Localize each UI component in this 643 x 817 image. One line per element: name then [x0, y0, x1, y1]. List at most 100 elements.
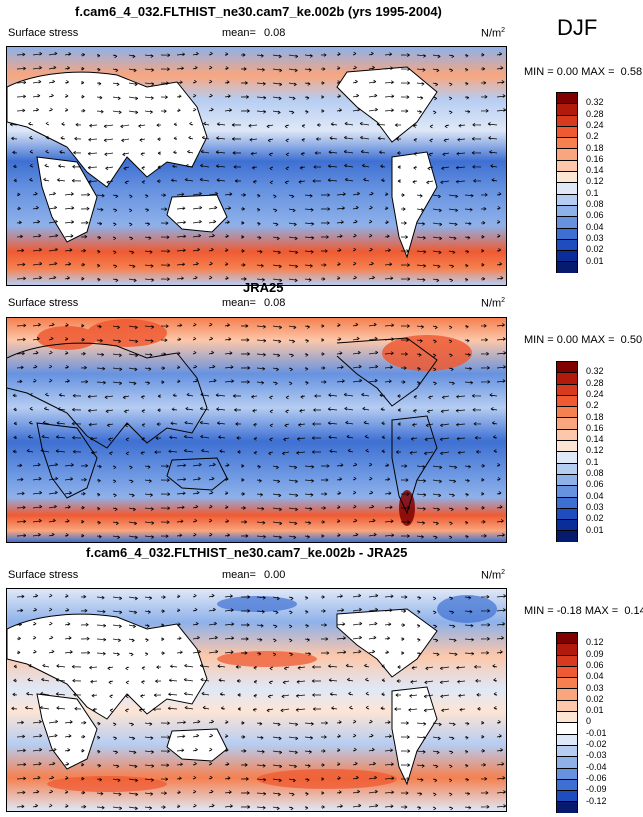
stress-vector	[157, 151, 162, 155]
stress-vector	[384, 491, 392, 495]
stress-vector	[491, 178, 498, 182]
stress-vector	[89, 436, 98, 441]
colorbar-level-label: 0.28	[586, 377, 604, 388]
stress-vector	[368, 378, 378, 383]
stress-vector	[112, 68, 119, 73]
stress-vector	[400, 735, 410, 739]
stress-vector	[32, 364, 38, 369]
stress-vector	[160, 67, 170, 71]
stress-vector	[432, 339, 437, 344]
stress-vector	[139, 708, 146, 712]
stress-vector	[160, 207, 168, 211]
stress-vector	[176, 80, 183, 85]
stress-vector	[240, 380, 250, 384]
stress-vector	[48, 518, 56, 523]
stress-vector	[352, 635, 362, 640]
stress-vector	[352, 233, 357, 238]
stress-vector	[208, 803, 215, 808]
stress-vector	[269, 423, 274, 428]
stress-vector	[288, 353, 294, 358]
stress-vector	[32, 322, 41, 327]
stress-vector	[416, 264, 427, 268]
stress-vector	[400, 366, 407, 370]
colorbar-level-label: 0.14	[586, 165, 604, 176]
stress-vector	[144, 82, 155, 86]
stress-vector	[328, 150, 338, 154]
stress-vector	[439, 437, 450, 442]
stress-vector	[269, 666, 274, 671]
stress-vector	[106, 180, 114, 185]
stress-vector	[160, 324, 169, 328]
stress-vector	[72, 449, 82, 454]
stress-vector	[16, 636, 21, 641]
stress-vector	[416, 82, 425, 86]
stress-vector	[368, 93, 378, 98]
colorbar-level-label: 0.16	[586, 422, 604, 433]
stress-vector	[312, 179, 322, 183]
stress-vector	[192, 747, 198, 752]
colorbar-level-label: 0.01	[586, 255, 604, 266]
stress-vector	[144, 764, 155, 768]
stress-vector	[16, 379, 23, 384]
stress-vector	[448, 465, 458, 470]
stress-vector	[80, 748, 85, 753]
stress-vector	[27, 677, 34, 682]
stress-vector	[144, 596, 153, 600]
stress-vector	[448, 278, 454, 283]
stress-vector	[304, 507, 313, 511]
stress-vector	[397, 422, 402, 426]
stress-vector	[416, 96, 424, 100]
stress-vector	[96, 53, 101, 58]
stress-vector	[344, 177, 354, 182]
stress-vector	[128, 236, 134, 241]
stress-vector	[112, 96, 121, 101]
stress-vector	[128, 250, 135, 255]
stress-vector	[336, 720, 342, 724]
colorbar-level-label: 0.1	[586, 456, 599, 467]
stress-vector	[128, 325, 138, 330]
colorbar-level-label: 0.06	[586, 210, 604, 221]
stress-vector	[384, 790, 395, 794]
stress-vector	[240, 721, 245, 725]
stress-vector	[368, 247, 373, 252]
stress-vector	[448, 339, 453, 344]
stress-vector	[208, 233, 215, 238]
colorbar-level-label: 0.09	[586, 648, 604, 659]
stress-vector	[329, 449, 338, 453]
stress-vector	[48, 490, 58, 495]
stress-vector	[429, 138, 434, 143]
stress-vector	[464, 249, 470, 254]
stress-vector	[464, 534, 469, 539]
stress-vector	[32, 107, 39, 112]
stress-vector	[480, 534, 487, 538]
colorbar-swatch	[556, 238, 578, 251]
stress-vector	[184, 177, 194, 182]
stress-vector	[432, 82, 439, 87]
stress-vector	[171, 407, 178, 412]
colorbar-swatch	[556, 462, 578, 474]
stress-vector	[140, 451, 146, 455]
stress-vector	[13, 664, 18, 669]
stress-vector	[288, 806, 294, 811]
stress-vector	[176, 748, 185, 753]
stress-vector	[496, 52, 503, 56]
stress-vector	[176, 192, 185, 197]
stress-vector	[288, 638, 293, 643]
stress-vector	[384, 351, 394, 355]
stress-vector	[440, 180, 450, 185]
stress-vector	[169, 435, 178, 440]
stress-vector	[80, 720, 87, 725]
stress-vector	[64, 533, 69, 537]
stress-vector	[112, 624, 122, 629]
stress-vector	[320, 791, 325, 795]
stress-vector	[400, 53, 410, 57]
colorbar-swatch	[556, 801, 578, 813]
stress-vector	[472, 165, 482, 169]
stress-vector	[176, 276, 184, 281]
stress-vector	[304, 194, 313, 198]
stress-vector	[128, 764, 138, 769]
stress-vector	[352, 364, 362, 369]
stress-vector	[256, 208, 261, 212]
stress-vector	[154, 450, 162, 454]
stress-vector	[272, 339, 282, 344]
